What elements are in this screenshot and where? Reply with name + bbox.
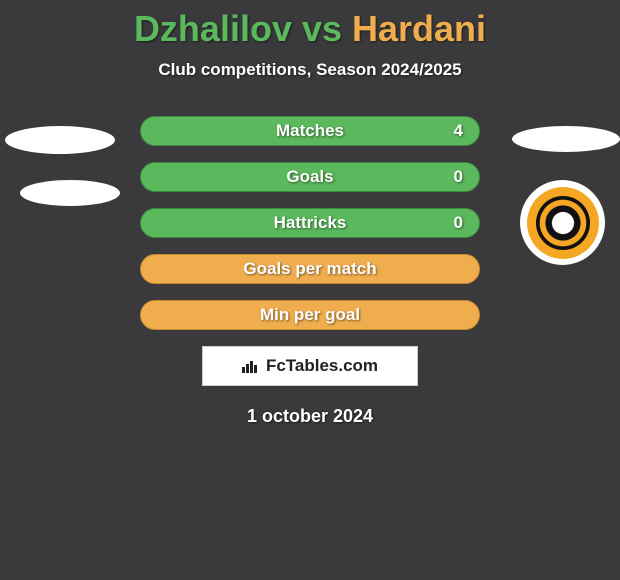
subtitle: Club competitions, Season 2024/2025 bbox=[0, 60, 620, 80]
stats-container: Matches 4 Goals 0 Hattricks 0 Goals per … bbox=[0, 116, 620, 427]
stat-label: Goals per match bbox=[243, 259, 376, 279]
page-title: Dzhalilov vs Hardani bbox=[0, 0, 620, 50]
stat-row-hattricks: Hattricks 0 bbox=[140, 208, 480, 238]
stat-row-goals: Goals 0 bbox=[140, 162, 480, 192]
stat-label: Goals bbox=[286, 167, 333, 187]
stat-value: 0 bbox=[454, 167, 463, 187]
stat-row-matches: Matches 4 bbox=[140, 116, 480, 146]
player1-avatar-placeholder bbox=[5, 126, 115, 154]
stat-row-goals-per-match: Goals per match bbox=[140, 254, 480, 284]
chart-icon bbox=[242, 359, 260, 373]
player2-decoration-oval bbox=[512, 126, 620, 152]
club-badge-core bbox=[536, 196, 590, 250]
club-badge bbox=[520, 180, 605, 265]
date-text: 1 october 2024 bbox=[0, 406, 620, 427]
player1-avatar-placeholder-2 bbox=[20, 180, 120, 206]
stat-label: Matches bbox=[276, 121, 344, 141]
stat-row-min-per-goal: Min per goal bbox=[140, 300, 480, 330]
brand-text: FcTables.com bbox=[266, 356, 378, 376]
stat-label: Hattricks bbox=[274, 213, 347, 233]
stat-value: 0 bbox=[454, 213, 463, 233]
player1-name: Dzhalilov bbox=[134, 8, 292, 49]
vs-separator: vs bbox=[292, 8, 352, 49]
club-badge-ring bbox=[527, 187, 599, 259]
player2-name: Hardani bbox=[352, 8, 486, 49]
brand-box[interactable]: FcTables.com bbox=[202, 346, 418, 386]
stat-label: Min per goal bbox=[260, 305, 360, 325]
stat-value: 4 bbox=[454, 121, 463, 141]
